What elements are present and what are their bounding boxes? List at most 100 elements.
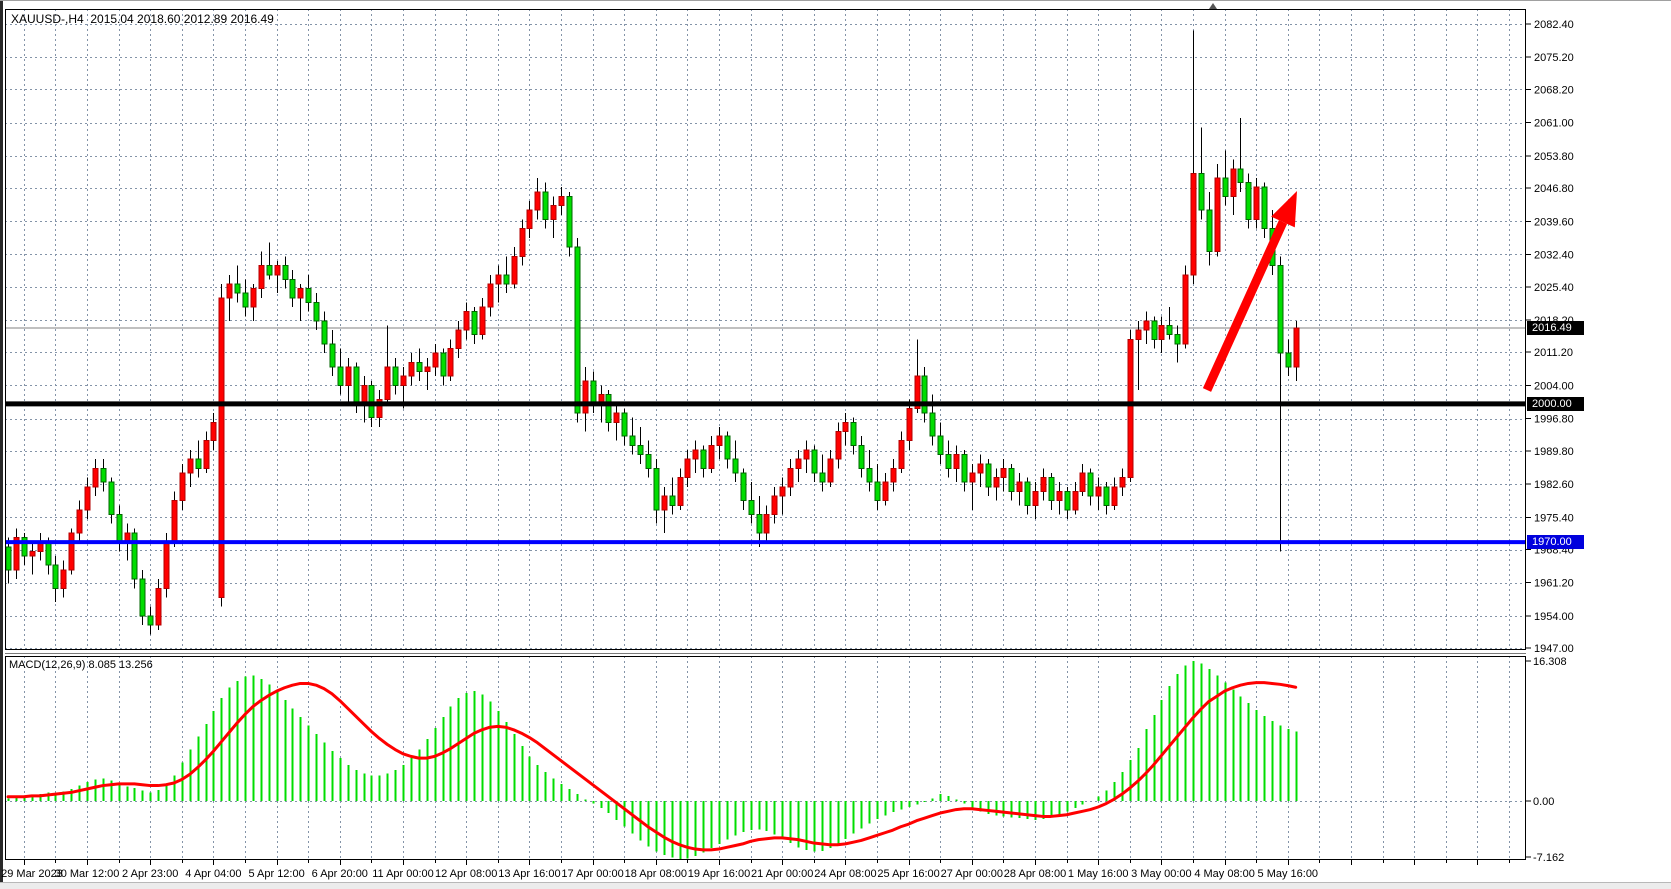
price-tick-label: 1954.00 [1534, 611, 1574, 623]
candle-bull [803, 449, 810, 460]
candle-bull [408, 361, 415, 377]
candle-bear [985, 463, 992, 488]
candle-bull [795, 458, 802, 469]
price-tick-label: 2075.20 [1534, 52, 1574, 64]
candle-bull [258, 265, 265, 290]
candle-bull [297, 288, 304, 299]
candle-bear [242, 292, 249, 308]
candle-bear [21, 537, 28, 557]
candle-bull [155, 587, 162, 626]
candle-bear [1103, 486, 1110, 506]
candle-bull [84, 486, 91, 511]
candle-bull [203, 440, 210, 469]
price-tick-label: 1989.80 [1534, 446, 1574, 458]
candle-bear [147, 615, 154, 626]
price-tick-label: 2068.20 [1534, 84, 1574, 96]
candle-bear [945, 454, 952, 469]
candle-bull [661, 495, 668, 511]
time-tick-label: 5 May 16:00 [1258, 868, 1319, 880]
chart-shift-marker[interactable] [1209, 3, 1217, 9]
candle-bear [866, 467, 873, 483]
candle-bear [724, 435, 731, 460]
time-tick-label: 30 Mar 12:00 [55, 868, 120, 880]
candle-bear [1261, 186, 1268, 230]
candle-bull [613, 412, 620, 423]
candle-bear [921, 375, 928, 414]
price-tick-label: 2025.40 [1534, 282, 1574, 294]
candle-bull [534, 191, 541, 211]
time-tick-label: 13 Apr 16:00 [498, 868, 560, 880]
candle-bear [629, 435, 636, 446]
time-tick-label: 21 Apr 00:00 [751, 868, 813, 880]
candle-bear [139, 578, 146, 617]
candle-bull [906, 407, 913, 442]
candle-bear [1064, 490, 1071, 511]
macd-signal-layer [6, 681, 1298, 852]
candle-bull [1072, 490, 1079, 511]
last-price-tag: 2016.49 [1527, 321, 1584, 335]
trend-arrow-head[interactable] [1271, 191, 1297, 228]
candle-bear [850, 421, 857, 446]
candle-bull [92, 467, 99, 488]
candle-bull [763, 514, 770, 534]
candle-bear [937, 435, 944, 456]
candle-bear [645, 454, 652, 469]
candle-bull [1016, 481, 1023, 492]
candle-bull [424, 366, 431, 373]
candle-bear [637, 444, 644, 456]
candle-bull [779, 486, 786, 497]
price-tick-label: 1947.00 [1534, 643, 1574, 655]
candle-bear [1245, 182, 1252, 220]
candle-bear [195, 458, 202, 469]
support-lines [5, 401, 1526, 545]
candle-bull [487, 283, 494, 308]
candle-bear [858, 444, 865, 469]
macd-tick-label: 0.00 [1533, 796, 1554, 808]
candle-bear [305, 288, 312, 303]
candle-bear [590, 380, 597, 405]
time-tick-label: 2 Apr 23:00 [122, 868, 178, 880]
price-tick-label: 1982.60 [1534, 479, 1574, 491]
candle-bear [1048, 477, 1055, 502]
price-tick-label: 1996.80 [1534, 414, 1574, 426]
candle-bear [416, 361, 423, 373]
candle-bull [526, 209, 533, 230]
candle-bear [929, 412, 936, 437]
macd-tick-label: -7.162 [1533, 852, 1564, 864]
candle-bear [313, 301, 320, 322]
candle-bull [1293, 327, 1300, 368]
candle-bear [392, 366, 399, 386]
time-tick-label: 1 May 16:00 [1068, 868, 1129, 880]
candle-bear [266, 265, 273, 276]
trend-arrow-shaft[interactable] [1202, 220, 1288, 392]
price-tick-label: 2004.00 [1534, 380, 1574, 392]
time-tick-label: 27 Apr 00:00 [941, 868, 1003, 880]
candle-bull [274, 265, 281, 276]
candle-bull [511, 255, 518, 285]
candle-bear [961, 454, 968, 483]
candle-bear [234, 283, 241, 294]
candle-bull [68, 532, 75, 571]
time-tick-label: 4 May 08:00 [1194, 868, 1255, 880]
window-edge-left [0, 0, 3, 889]
price-level-tag-1970: 1970.00 [1527, 535, 1584, 549]
candle-bull [1127, 338, 1134, 479]
candle-bull [1158, 324, 1165, 340]
candle-bear [289, 278, 296, 299]
time-tick-label: 28 Apr 08:00 [1004, 868, 1066, 880]
trend-arrow[interactable] [1202, 191, 1297, 392]
candle-bull [171, 500, 178, 543]
candle-bull [495, 274, 502, 285]
candle-bear [1151, 320, 1158, 340]
candle-bear [1008, 467, 1015, 492]
candle-bear [1087, 472, 1094, 497]
candle-bull [163, 541, 170, 589]
candle-bear [756, 514, 763, 534]
candle-bear [503, 274, 510, 285]
candle-bull [210, 421, 217, 442]
candle-bear [1222, 177, 1229, 197]
